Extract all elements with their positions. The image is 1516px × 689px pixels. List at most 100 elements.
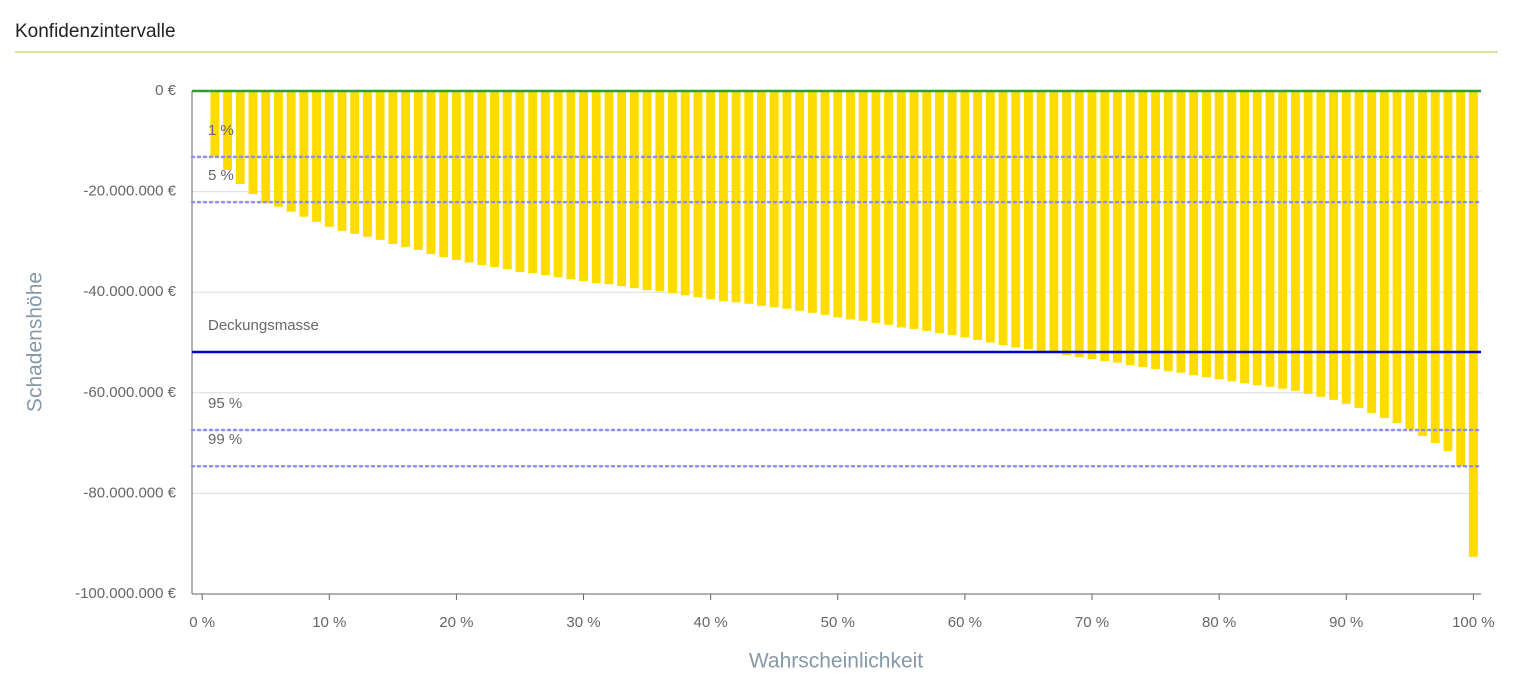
reference-label: 1 % bbox=[208, 122, 234, 139]
bar bbox=[642, 91, 652, 291]
bar bbox=[579, 91, 588, 282]
bar bbox=[1100, 91, 1110, 362]
bar bbox=[935, 91, 944, 333]
bar bbox=[833, 91, 843, 318]
reference-label: Deckungsmasse bbox=[208, 317, 319, 334]
bar bbox=[1443, 91, 1453, 452]
bar bbox=[1214, 91, 1224, 380]
bar bbox=[528, 91, 538, 274]
bar bbox=[1430, 91, 1440, 444]
x-tick-label: 80 % bbox=[1202, 614, 1236, 631]
bar bbox=[1252, 91, 1262, 386]
bar bbox=[375, 91, 385, 240]
bar bbox=[286, 91, 296, 212]
bar bbox=[1176, 91, 1186, 373]
y-tick-label: -20.000.000 € bbox=[83, 183, 176, 200]
bar bbox=[1087, 91, 1097, 360]
bar bbox=[1074, 91, 1084, 358]
bar bbox=[235, 91, 245, 185]
bar bbox=[362, 91, 372, 237]
reference-label: 99 % bbox=[208, 431, 242, 448]
x-tick-label: 20 % bbox=[439, 614, 473, 631]
bar bbox=[655, 91, 665, 292]
bar bbox=[337, 91, 347, 231]
bar bbox=[731, 91, 741, 303]
bar bbox=[782, 91, 792, 309]
x-tick-label: 70 % bbox=[1075, 614, 1109, 631]
bar bbox=[629, 91, 639, 289]
bar bbox=[985, 91, 995, 343]
bar bbox=[1379, 91, 1389, 418]
bar bbox=[820, 91, 830, 315]
bar bbox=[1456, 91, 1466, 467]
bar bbox=[1112, 91, 1122, 363]
bar bbox=[1316, 91, 1326, 397]
bar bbox=[490, 91, 499, 268]
bar bbox=[1049, 91, 1059, 353]
bar bbox=[617, 91, 627, 287]
bar bbox=[1151, 91, 1161, 370]
bar bbox=[871, 91, 881, 323]
bar bbox=[210, 91, 220, 157]
x-tick-label: 10 % bbox=[312, 614, 346, 631]
bar bbox=[540, 91, 550, 276]
bar bbox=[1367, 91, 1377, 413]
x-tick-label: 30 % bbox=[566, 614, 600, 631]
bar bbox=[846, 91, 855, 320]
bar bbox=[1354, 91, 1364, 408]
bar bbox=[718, 91, 728, 302]
bar bbox=[693, 91, 703, 298]
bar bbox=[324, 91, 334, 227]
bar bbox=[515, 91, 525, 273]
y-axis-title: Schadenshöhe bbox=[24, 272, 47, 412]
x-tick-label: 0 % bbox=[189, 614, 215, 631]
bar bbox=[1024, 91, 1033, 350]
bar bbox=[604, 91, 614, 285]
bar bbox=[769, 91, 779, 308]
bar bbox=[858, 91, 868, 321]
bar bbox=[248, 91, 258, 195]
bar bbox=[795, 91, 805, 311]
bar bbox=[947, 91, 957, 335]
bar bbox=[223, 91, 233, 170]
y-tick-label: -80.000.000 € bbox=[83, 484, 176, 501]
bar bbox=[401, 91, 411, 247]
bar bbox=[1392, 91, 1402, 423]
bar bbox=[1062, 91, 1072, 356]
reference-label: 5 % bbox=[208, 167, 234, 184]
y-tick-label: -100.000.000 € bbox=[75, 585, 177, 602]
bar bbox=[1201, 91, 1211, 378]
bar bbox=[464, 91, 474, 263]
bar bbox=[1468, 91, 1478, 557]
bar bbox=[1290, 91, 1300, 391]
bar bbox=[1240, 91, 1250, 384]
x-tick-label: 90 % bbox=[1329, 614, 1363, 631]
bar bbox=[884, 91, 894, 325]
bar bbox=[680, 91, 690, 296]
x-tick-label: 40 % bbox=[694, 614, 728, 631]
bar bbox=[477, 91, 487, 266]
bar bbox=[502, 91, 512, 270]
y-tick-label: 0 € bbox=[155, 82, 177, 99]
bar bbox=[388, 91, 398, 244]
bar bbox=[1418, 91, 1427, 437]
bar bbox=[1405, 91, 1415, 430]
bar bbox=[261, 91, 271, 204]
bar bbox=[413, 91, 423, 250]
x-tick-label: 60 % bbox=[948, 614, 982, 631]
bar bbox=[426, 91, 436, 254]
bar bbox=[273, 91, 283, 207]
bar bbox=[1189, 91, 1199, 376]
bar bbox=[1341, 91, 1351, 404]
y-tick-label: -60.000.000 € bbox=[83, 384, 176, 401]
bar bbox=[744, 91, 754, 304]
y-tick-label: -40.000.000 € bbox=[83, 283, 176, 300]
bar bbox=[668, 91, 677, 294]
bar bbox=[1138, 91, 1148, 368]
bar bbox=[1163, 91, 1173, 372]
x-axis-title: Wahrscheinlichkeit bbox=[749, 650, 923, 673]
bar bbox=[1265, 91, 1275, 387]
bar bbox=[439, 91, 449, 257]
bar bbox=[960, 91, 970, 338]
bar bbox=[566, 91, 576, 280]
